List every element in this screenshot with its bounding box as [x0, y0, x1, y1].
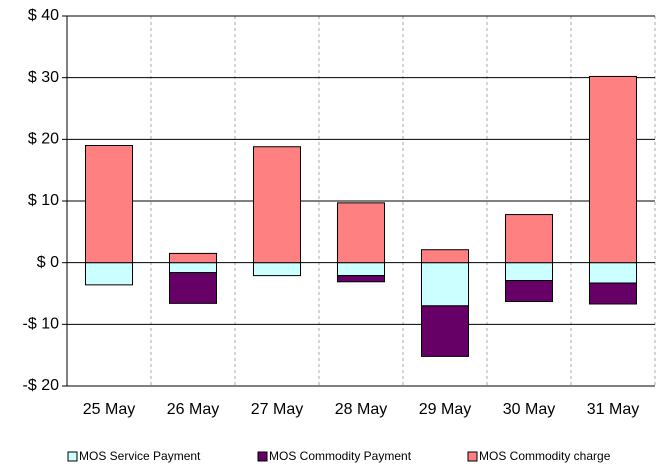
bar-segment [168, 272, 218, 304]
x-tick-label: 27 May [251, 401, 303, 418]
legend-label: MOS Service Payment [79, 449, 201, 463]
y-tick-label: $ 30 [28, 69, 59, 86]
bar-segment [168, 252, 218, 264]
x-tick-label: 26 May [167, 401, 219, 418]
bar-segment [588, 282, 638, 305]
bar-segment [504, 214, 554, 264]
x-tick-label: 28 May [335, 401, 387, 418]
x-tick-label: 31 May [587, 401, 639, 418]
legend-swatch [467, 451, 478, 462]
legend-label: MOS Commodity Payment [269, 449, 412, 463]
bar-segment [504, 280, 554, 303]
y-tick-label: $ 0 [37, 254, 59, 271]
bar-segment [588, 75, 638, 264]
bar-segment [336, 202, 386, 264]
x-tick-label: 29 May [419, 401, 471, 418]
bar-segment [420, 249, 470, 264]
y-tick-label: $ 20 [28, 131, 59, 148]
x-tick-label: 25 May [83, 401, 135, 418]
bar-segment [252, 262, 302, 277]
bar-segment [84, 145, 134, 264]
y-tick-label: $ 40 [28, 7, 59, 24]
legend-swatch [67, 451, 78, 462]
bar-segment [336, 275, 386, 283]
x-tick-label: 30 May [503, 401, 555, 418]
bar-segment [588, 262, 638, 284]
bar-segment [252, 146, 302, 264]
legend-swatch [257, 451, 268, 462]
bar-segment [420, 262, 470, 307]
y-tick-label: -$ 20 [23, 377, 60, 394]
bar-segment [504, 262, 554, 282]
y-tick-label: $ 10 [28, 192, 59, 209]
legend-label: MOS Commodity charge [479, 449, 611, 463]
bar-segment [336, 262, 386, 277]
bar-segment [168, 262, 218, 274]
bar-segment [420, 305, 470, 357]
y-tick-label: -$ 10 [23, 316, 60, 333]
bar-segment [84, 262, 134, 286]
